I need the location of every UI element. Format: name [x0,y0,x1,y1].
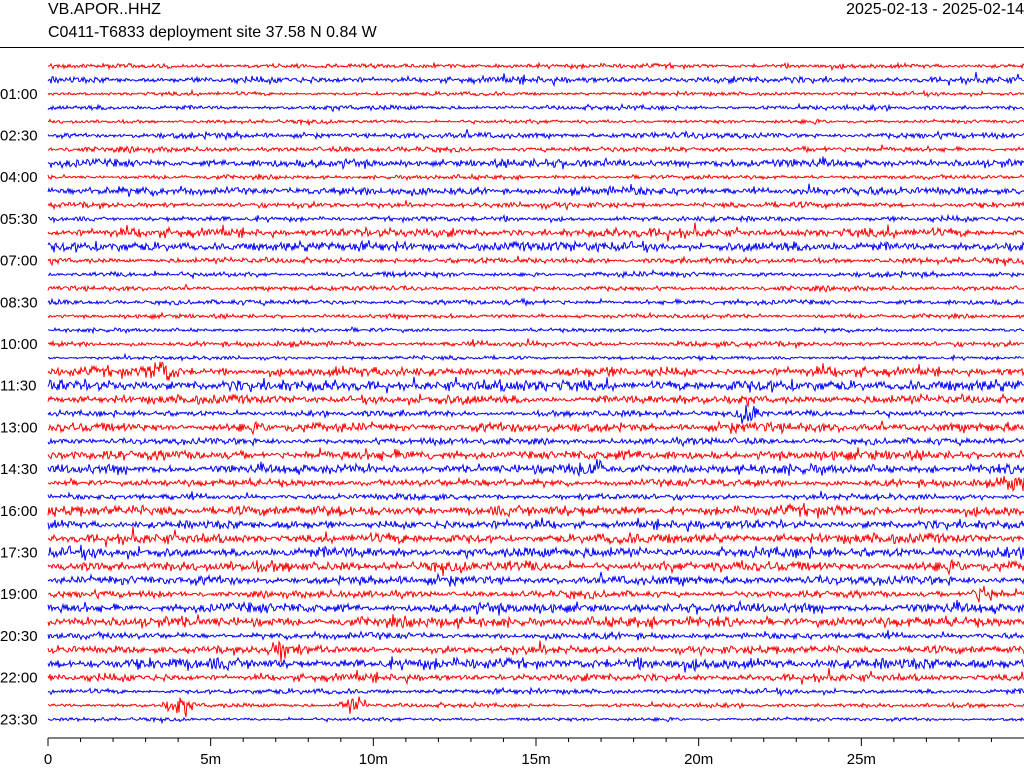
time-label: 17:30 [0,545,38,562]
trace-row [47,629,1024,642]
trace-row [47,571,1024,588]
time-label: 20:30 [0,628,38,645]
trace-row [47,716,1024,725]
trace-row [47,352,1024,362]
trace-row [47,71,1024,88]
x-tick-label: 10m [359,751,388,768]
trace-row [47,283,1024,294]
trace-row [47,338,1024,350]
trace-row [47,544,1024,561]
trace-row [47,517,1024,532]
trace-row [47,639,1024,663]
trace-row [47,475,1024,492]
time-label: 19:00 [0,586,38,603]
trace-row [47,173,1024,182]
site-description: C0411-T6833 deployment site 37.58 N 0.84… [48,24,377,41]
x-tick-label: 15m [521,751,550,768]
trace-row [47,656,1024,673]
trace-row [47,404,1024,424]
trace-row [47,268,1024,280]
trace-row [47,144,1024,155]
trace-row [47,297,1024,308]
x-tick-label: 20m [684,751,713,768]
time-label: 08:30 [0,294,38,311]
trace-row [47,255,1024,267]
trace-row [47,376,1024,394]
x-tick-label: 5m [200,751,221,768]
time-label: 10:00 [0,336,38,353]
x-axis: 0 5m 10m 15m 20m 25m [44,737,1024,768]
trace-row [48,61,1024,72]
trace-row [47,436,1024,448]
trace-row [47,361,1024,381]
time-label: 13:00 [0,419,38,436]
trace-row [47,392,1024,409]
trace-row [47,88,1024,98]
time-label: 16:00 [0,503,38,520]
trace-row [47,558,1024,577]
header-divider [0,47,1024,48]
trace-row [47,156,1024,171]
trace-row [47,222,1024,242]
time-label: 07:00 [0,253,38,270]
trace-row [47,585,1024,603]
trace-row [47,326,1024,335]
trace-row [47,183,1024,198]
trace-row [47,213,1024,224]
trace-row [47,311,1024,321]
time-label: 23:30 [0,711,38,728]
x-tick-label: 0 [44,751,52,768]
time-labels: 01:00 02:30 04:00 05:30 07:00 08:30 10:00 11:30… [0,86,38,728]
trace-row [47,490,1024,502]
time-label: 01:00 [0,86,38,103]
time-label: 11:30 [0,378,36,395]
date-range: 2025-02-13 - 2025-02-14 [846,1,1024,18]
time-label: 22:00 [0,670,38,687]
time-label: 02:30 [0,128,38,145]
trace-row [47,458,1024,478]
trace-row [47,419,1024,436]
trace-group [47,61,1024,725]
trace-row [47,118,1024,126]
trace-row [47,686,1024,698]
trace-row [47,614,1024,630]
trace-row [47,199,1024,211]
time-label: 05:30 [0,211,38,228]
trace-row [47,502,1024,519]
trace-row [47,526,1024,548]
trace-row [47,696,1024,718]
time-label: 14:30 [0,461,38,478]
time-label: 04:00 [0,169,38,186]
station-code: VB.APOR..HHZ [48,1,161,18]
trace-row [47,668,1024,686]
trace-row [47,447,1024,462]
trace-row [47,239,1024,254]
x-tick-label: 25m [847,751,876,768]
trace-row [47,599,1024,616]
trace-row [47,102,1024,113]
trace-row [47,129,1024,142]
